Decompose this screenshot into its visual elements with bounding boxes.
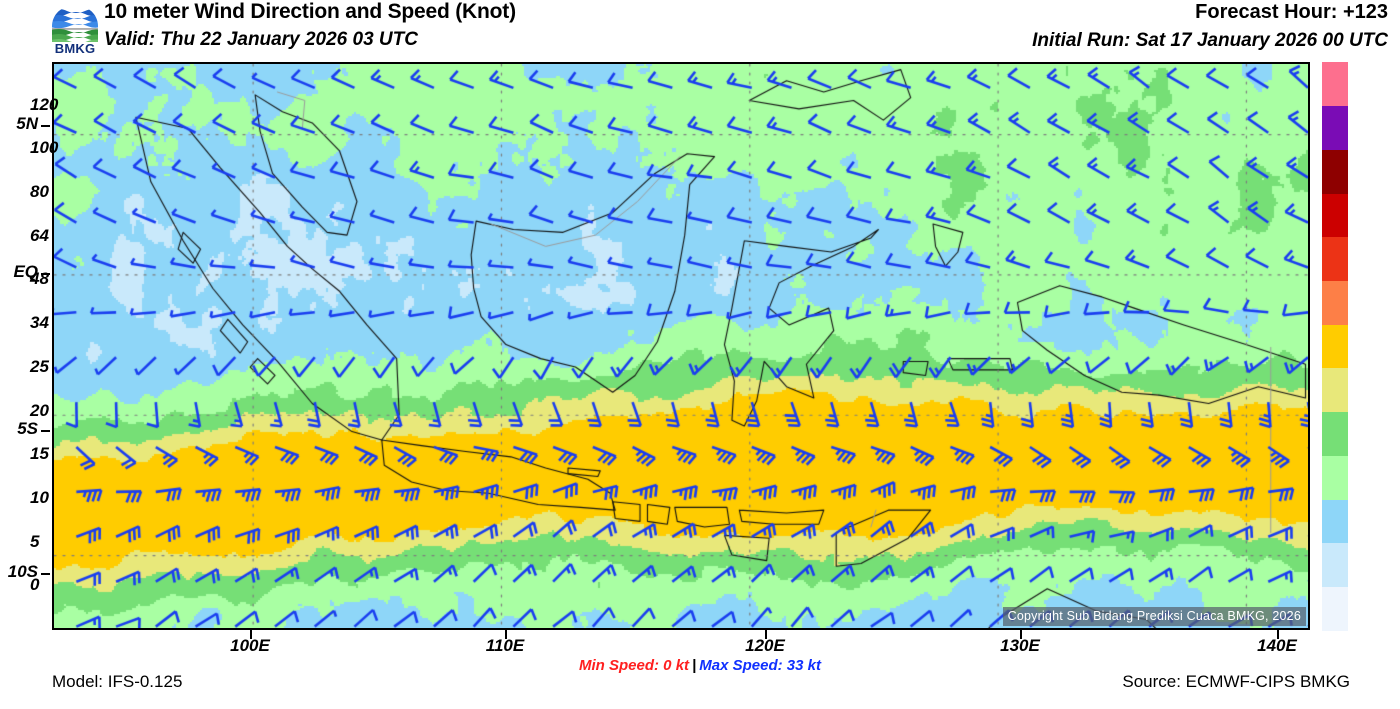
y-axis-label: EQ [13, 262, 38, 281]
x-axis-label: 120E [745, 636, 785, 655]
colorbar-tick-label: 0 [30, 575, 40, 595]
max-speed-value: Max Speed: 33 kt [699, 657, 821, 674]
model-label: Model: IFS-0.125 [52, 672, 183, 691]
min-max-speed-label: Min Speed: 0 kt | Max Speed: 33 kt [0, 657, 1400, 674]
y-axis-tick [41, 430, 50, 432]
colorbar-tick-label: 48 [30, 269, 49, 289]
bmkg-logo-text: BMKG [54, 41, 96, 56]
colorbar-band [1322, 149, 1348, 194]
min-speed-value: Min Speed: 0 kt [579, 657, 690, 674]
colorbar-band [1322, 367, 1348, 413]
y-axis-tick [41, 273, 50, 275]
colorbar-band [1322, 193, 1348, 238]
wind-field-canvas [54, 64, 1308, 628]
colorbar-band [1322, 411, 1348, 456]
colorbar-band [1322, 280, 1348, 325]
wind-map[interactable]: Copyright Sub Bidang Prediksi Cuaca BMKG… [52, 62, 1310, 630]
bmkg-logo-mark [52, 9, 98, 42]
colorbar-band [1322, 324, 1348, 369]
colorbar-band [1322, 542, 1348, 587]
y-axis-tick [41, 125, 50, 127]
colorbar-tick-label: 120 [30, 94, 59, 114]
bmkg-logo: BMKG [46, 2, 104, 56]
colorbar-band [1322, 498, 1348, 544]
colorbar-band [1322, 105, 1348, 150]
colorbar-tick-label: 25 [30, 356, 49, 376]
forecast-hour-label: Forecast Hour: +123 [1195, 1, 1388, 23]
colorbar-tick-label: 5 [30, 531, 40, 551]
colorbar-tick-label: 80 [30, 182, 49, 202]
colorbar-band [1322, 586, 1348, 631]
x-axis-tick [1020, 630, 1022, 639]
y-axis-label: 10S [7, 562, 38, 581]
colorbar-tick-label: 100 [30, 138, 59, 158]
x-axis-tick [505, 630, 507, 639]
speed-colorbar [1322, 62, 1348, 631]
colorbar-tick-label: 20 [30, 400, 49, 420]
y-axis-label: 5N [16, 114, 38, 133]
x-axis-label: 130E [1000, 636, 1040, 655]
valid-time-label: Valid: Thu 22 January 2026 03 UTC [104, 29, 418, 50]
min-max-separator: | [692, 657, 697, 674]
x-axis-label: 100E [230, 636, 270, 655]
x-axis-tick [765, 630, 767, 639]
colorbar-band [1322, 62, 1348, 107]
colorbar-tick-label: 64 [30, 225, 49, 245]
colorbar-tick-label: 10 [30, 487, 49, 507]
initial-run-label: Initial Run: Sat 17 January 2026 00 UTC [1032, 30, 1388, 51]
x-axis-label: 140E [1257, 636, 1297, 655]
chart-title: 10 meter Wind Direction and Speed (Knot) [104, 0, 516, 23]
x-axis-tick [250, 630, 252, 639]
source-label: Source: ECMWF-CIPS BMKG [1122, 672, 1350, 691]
copyright-watermark: Copyright Sub Bidang Prediksi Cuaca BMKG… [1002, 607, 1306, 626]
x-axis-label: 110E [485, 636, 525, 655]
y-axis-label: 5S [17, 419, 38, 438]
colorbar-band [1322, 455, 1348, 500]
y-axis-tick [41, 573, 50, 575]
colorbar-band [1322, 236, 1348, 282]
x-axis-tick [1277, 630, 1279, 639]
colorbar-tick-label: 34 [30, 313, 49, 333]
colorbar-tick-label: 15 [30, 444, 49, 464]
header-bar: BMKG 10 meter Wind Direction and Speed (… [0, 0, 1400, 58]
